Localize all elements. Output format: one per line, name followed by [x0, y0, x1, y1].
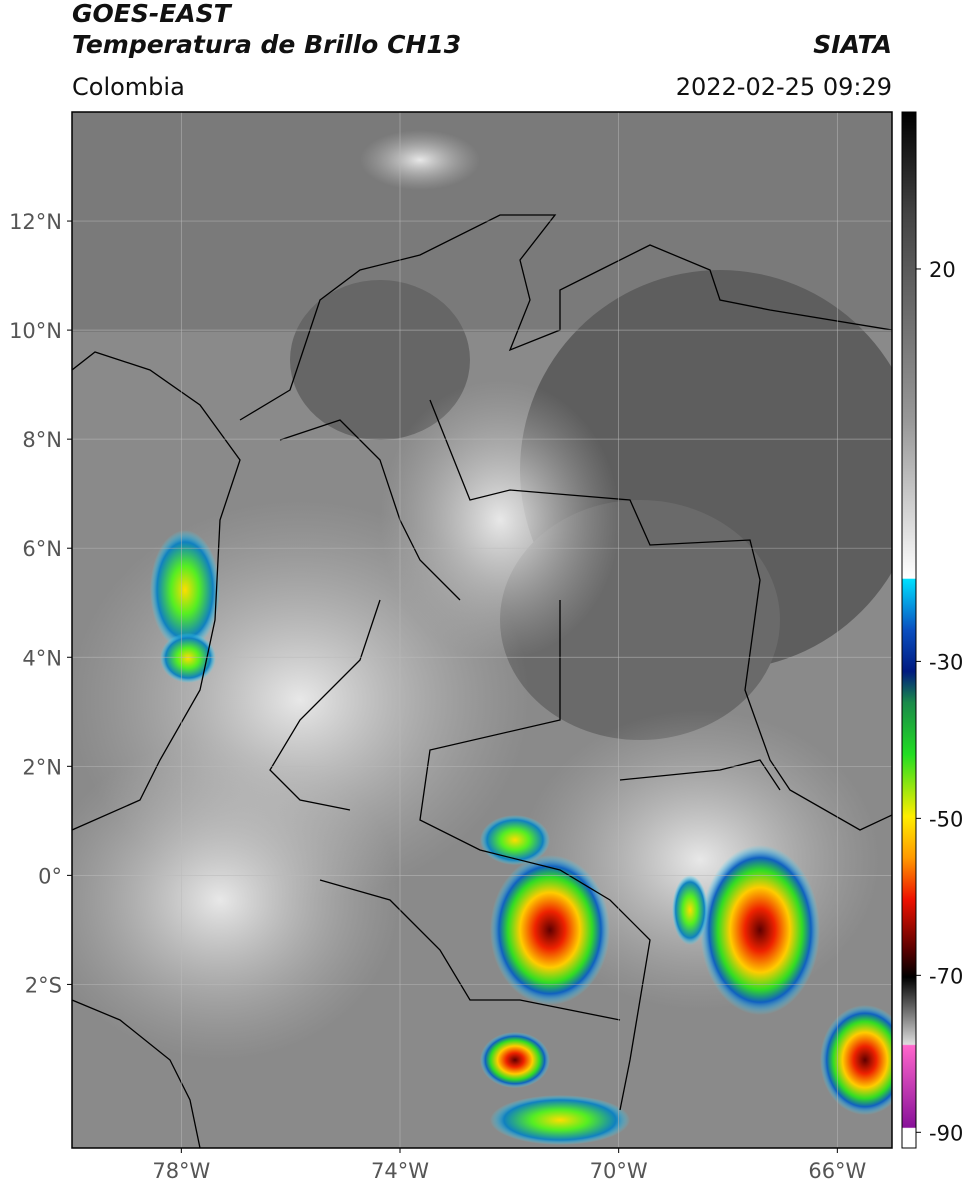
y-tick-label: 10°N — [9, 319, 62, 343]
y-tick-label: 8°N — [22, 428, 62, 452]
x-tick-label: 66°W — [808, 1159, 866, 1183]
y-tick-label: 4°N — [22, 646, 62, 670]
y-tick-label: 6°N — [22, 537, 62, 561]
y-tick-label: 2°S — [25, 973, 62, 997]
datetime: 2022-02-25 09:29 — [676, 73, 892, 101]
region: Colombia — [72, 73, 185, 101]
colorbar-tick-label: -70 — [929, 964, 963, 988]
satellite-image — [72, 112, 892, 1148]
subtitle: Temperatura de Brillo CH13 — [72, 30, 461, 59]
colorbar-tick-label: -50 — [929, 807, 963, 831]
map-frame — [71, 111, 893, 1149]
y-tick-label: 12°N — [9, 210, 62, 234]
graticule — [72, 112, 892, 1148]
colorbar-tick-label: 20 — [929, 258, 956, 282]
y-tick-label: 2°N — [22, 755, 62, 779]
colorbar-tick-label: -30 — [929, 650, 963, 674]
colorbar-tick-label: -90 — [929, 1121, 963, 1145]
source: SIATA — [813, 30, 892, 59]
x-tick-label: 70°W — [590, 1159, 648, 1183]
x-tick-label: 78°W — [152, 1159, 210, 1183]
colorbar — [901, 111, 917, 1149]
title: GOES-EAST — [72, 0, 233, 28]
x-tick-label: 74°W — [371, 1159, 429, 1183]
y-tick-label: 0° — [38, 864, 62, 888]
